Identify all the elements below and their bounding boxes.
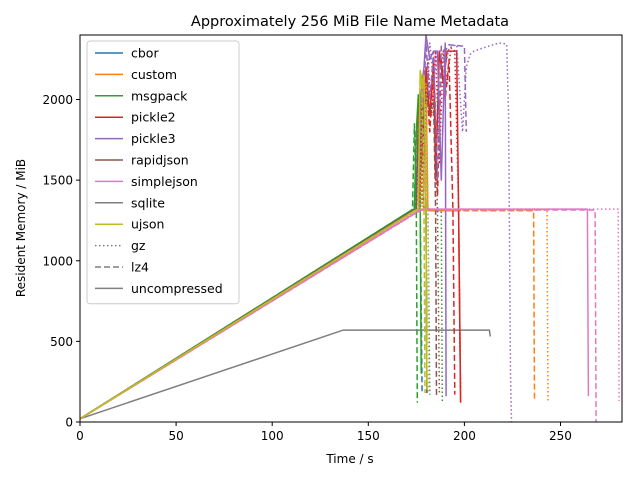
series-line-12 [80, 47, 462, 420]
legend-box [86, 40, 240, 305]
x-axis: 0 50 100 150 200 250 [76, 422, 572, 443]
y-axis-label: Resident Memory / MiB [14, 159, 28, 297]
series-line-21 [80, 208, 620, 420]
legend: cbor custom msgpack pickle2 pickle3 rapidjson… [86, 40, 240, 305]
series-line-24 [80, 74, 430, 420]
legend-label: sqlite [131, 195, 165, 210]
legend-label: ujson [131, 217, 164, 232]
y-tick-label: 0 [65, 416, 73, 430]
axes-frame [79, 34, 623, 423]
legend-label: pickle3 [131, 131, 176, 146]
y-tick-label: 1500 [42, 174, 73, 188]
x-tick-label: 100 [261, 429, 284, 443]
series-layer [80, 35, 620, 422]
y-tick-label: 1000 [42, 254, 73, 268]
legend-label: custom [131, 67, 177, 82]
x-tick-label: 150 [357, 429, 380, 443]
legend-label: msgpack [131, 88, 188, 103]
x-axis-label: Time / s [325, 452, 373, 466]
x-tick-label: 250 [549, 429, 572, 443]
series-line-17 [80, 98, 438, 420]
legend-label: pickle2 [131, 110, 176, 125]
legend-label: uncompressed [131, 281, 223, 296]
y-axis: 0 500 1000 1500 2000 [42, 93, 80, 430]
legend-label: simplejson [131, 174, 198, 189]
legend-label: gz [131, 238, 146, 253]
legend-label: cbor [131, 46, 159, 61]
x-tick-label: 0 [76, 429, 84, 443]
y-tick-label: 2000 [42, 93, 73, 107]
y-tick-label: 500 [50, 335, 73, 349]
series-line-15 [80, 42, 513, 422]
legend-label: rapidjson [131, 153, 189, 168]
legend-label: lz4 [131, 260, 149, 275]
series-line-23 [80, 74, 426, 420]
chart-title: Approximately 256 MiB File Name Metadata [191, 14, 509, 30]
series-line-19 [80, 208, 590, 420]
x-tick-label: 50 [168, 429, 183, 443]
x-tick-label: 200 [453, 429, 476, 443]
